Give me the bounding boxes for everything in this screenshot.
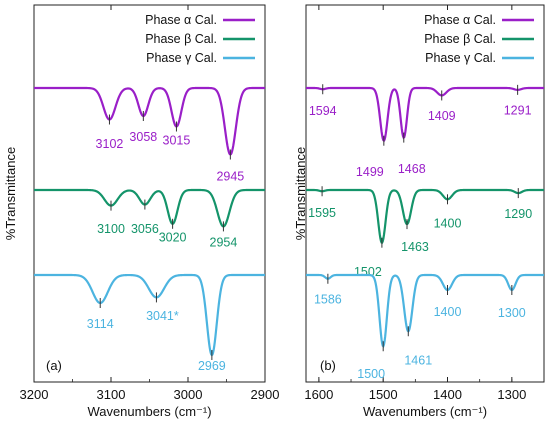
x-axis-title: Wavenumbers (cm⁻¹) <box>363 404 487 419</box>
peak-label: 1594 <box>309 104 337 118</box>
peak-label: 1300 <box>498 306 526 320</box>
x-tick-label: 3100 <box>97 387 126 402</box>
peak-label: 2945 <box>216 170 244 184</box>
peak-label: 3056 <box>131 222 159 236</box>
legend-label: Phase β Cal. <box>424 32 496 46</box>
x-tick-label: 2900 <box>251 387 280 402</box>
peak-label: 1502 <box>354 265 382 279</box>
panel-label: (b) <box>320 358 336 373</box>
x-tick-label: 1300 <box>497 387 526 402</box>
peak-label: 3041* <box>146 309 179 323</box>
x-tick-label: 1500 <box>369 387 398 402</box>
x-tick-label: 3200 <box>20 387 49 402</box>
legend-label: Phase α Cal. <box>424 13 496 27</box>
series-line-3 <box>34 273 265 357</box>
peak-label: 2954 <box>210 235 238 249</box>
legend-label: Phase β Cal. <box>145 32 217 46</box>
y-axis-title: %Transmittance <box>3 147 18 240</box>
plot-frame <box>305 4 545 383</box>
peak-label: 1463 <box>401 240 429 254</box>
peak-label: 1586 <box>314 293 342 307</box>
peak-label: 3020 <box>159 231 187 245</box>
peak-label: 1291 <box>504 104 532 118</box>
legend-label: Phase γ Cal. <box>146 51 217 65</box>
peak-label: 1409 <box>428 109 456 123</box>
y-axis-title: %Transmittance <box>293 147 308 240</box>
x-tick-label: 3000 <box>174 387 203 402</box>
peak-label: 3058 <box>129 130 157 144</box>
x-tick-label: 1600 <box>304 387 333 402</box>
panel-label: (a) <box>46 358 62 373</box>
series-line-1 <box>306 86 544 143</box>
x-tick-label: 1400 <box>433 387 462 402</box>
peak-label: 1290 <box>504 207 532 221</box>
x-axis-title: Wavenumbers (cm⁻¹) <box>87 404 211 419</box>
series-line-3 <box>306 273 544 348</box>
peak-label: 1595 <box>308 206 336 220</box>
peak-label: 1499 <box>356 165 384 179</box>
panel-b: 1600 1500 1400 1300 Wavenumbers (cm⁻¹) %Trans… <box>293 4 545 419</box>
peak-label: 2969 <box>198 359 226 373</box>
series-line-2 <box>306 188 544 244</box>
peak-label: 1461 <box>404 353 432 367</box>
peak-label: 1468 <box>398 162 426 176</box>
legend-label: Phase α Cal. <box>145 13 217 27</box>
panel-a: 3200 3100 3000 2900 Wavenumbers (cm⁻¹) %Trans… <box>3 4 280 419</box>
peak-label: 1400 <box>434 305 462 319</box>
series-line-1 <box>34 86 265 156</box>
series-line-2 <box>34 188 265 228</box>
peak-label: 1500 <box>357 367 385 381</box>
legend-label: Phase γ Cal. <box>425 51 496 65</box>
peak-label: 3015 <box>163 133 191 147</box>
peak-label: 3114 <box>87 317 114 331</box>
peak-label: 3102 <box>96 137 124 151</box>
peak-label: 1400 <box>434 217 462 231</box>
peak-label: 3100 <box>97 222 125 236</box>
